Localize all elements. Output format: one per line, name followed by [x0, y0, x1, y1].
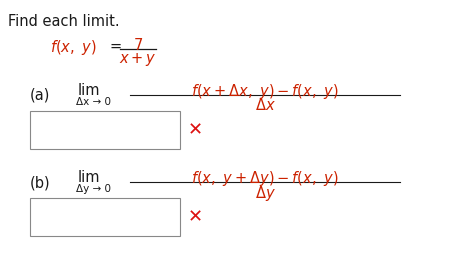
Text: ✕: ✕ [188, 208, 203, 226]
Text: $f(x,\ y + \Delta y) - f(x,\ y)$: $f(x,\ y + \Delta y) - f(x,\ y)$ [191, 169, 338, 188]
Text: $\Delta y$: $\Delta y$ [254, 184, 275, 203]
Text: ✕: ✕ [188, 121, 203, 139]
Text: lim: lim [78, 83, 100, 98]
Text: $\Delta x$: $\Delta x$ [254, 97, 275, 113]
Bar [30, 198, 180, 236]
Text: Find each limit.: Find each limit. [8, 14, 119, 29]
Bar [30, 111, 180, 149]
Text: (b): (b) [30, 175, 50, 190]
Text: (a): (a) [30, 88, 50, 103]
Text: Δx → 0: Δx → 0 [76, 97, 111, 107]
Text: $f(x + \Delta x,\ y) - f(x,\ y)$: $f(x + \Delta x,\ y) - f(x,\ y)$ [191, 82, 338, 101]
Text: Δy → 0: Δy → 0 [76, 184, 111, 194]
Text: $=$: $=$ [107, 38, 122, 53]
Text: $x + y$: $x + y$ [119, 51, 156, 68]
Text: $f(x,\ y)$: $f(x,\ y)$ [50, 38, 97, 57]
Text: $7$: $7$ [133, 37, 143, 53]
Text: lim: lim [78, 170, 100, 185]
